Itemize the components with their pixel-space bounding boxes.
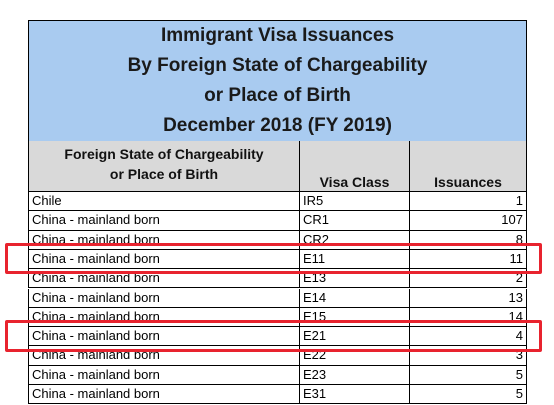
header-line: Visa Class — [319, 174, 390, 190]
table-cell: China - mainland born — [28, 385, 300, 405]
table-cell: 13 — [410, 288, 527, 308]
title-line: or Place of Birth — [204, 85, 351, 106]
table-cell: E23 — [300, 365, 410, 385]
table-cell: E11 — [300, 249, 410, 270]
title-line: December 2018 (FY 2019) — [163, 115, 392, 136]
spreadsheet: Immigrant Visa Issuances By Foreign State… — [28, 20, 527, 405]
table-cell: 2 — [410, 269, 527, 289]
table-cell: China - mainland born — [28, 327, 300, 347]
header-line: or Place of Birth — [109, 166, 219, 182]
table-cell: E14 — [300, 288, 410, 308]
table-cell: 3 — [410, 346, 527, 366]
table-cell: China - mainland born — [28, 288, 300, 308]
table-cell: 5 — [410, 385, 527, 405]
table-cell: CR1 — [300, 211, 410, 231]
header-line: Foreign State of Chargeability — [64, 146, 264, 162]
table-cell: E31 — [300, 385, 410, 405]
table-cell: China - mainland born — [28, 365, 300, 385]
table-cell: Chile — [28, 192, 300, 212]
header-line: Issuances — [434, 174, 502, 190]
table-cell: 4 — [410, 327, 527, 347]
table-cell: 107 — [410, 211, 527, 231]
column-header: Foreign State of Chargeability or Place o… — [28, 141, 300, 192]
highlight-box — [5, 243, 542, 274]
column-header: Issuances — [410, 141, 527, 192]
title-line: By Foreign State of Chargeability — [127, 55, 428, 76]
table-cell: China - mainland born — [28, 211, 300, 231]
table-cell: IR5 — [300, 192, 410, 212]
highlight-box — [5, 320, 542, 352]
table-cell: 8 — [410, 230, 527, 250]
column-header: Visa Class — [300, 141, 410, 192]
title-block: Immigrant Visa Issuances By Foreign State… — [28, 20, 527, 142]
table-cell: China - mainland born — [28, 249, 300, 270]
table-cell: 11 — [410, 249, 527, 270]
table-cell: E21 — [300, 327, 410, 347]
table-cell: 5 — [410, 365, 527, 385]
table-cell: China - mainland born — [28, 230, 300, 250]
table-cell: CR2 — [300, 230, 410, 250]
title-line: Immigrant Visa Issuances — [160, 25, 395, 46]
table-cell: 1 — [410, 192, 527, 212]
